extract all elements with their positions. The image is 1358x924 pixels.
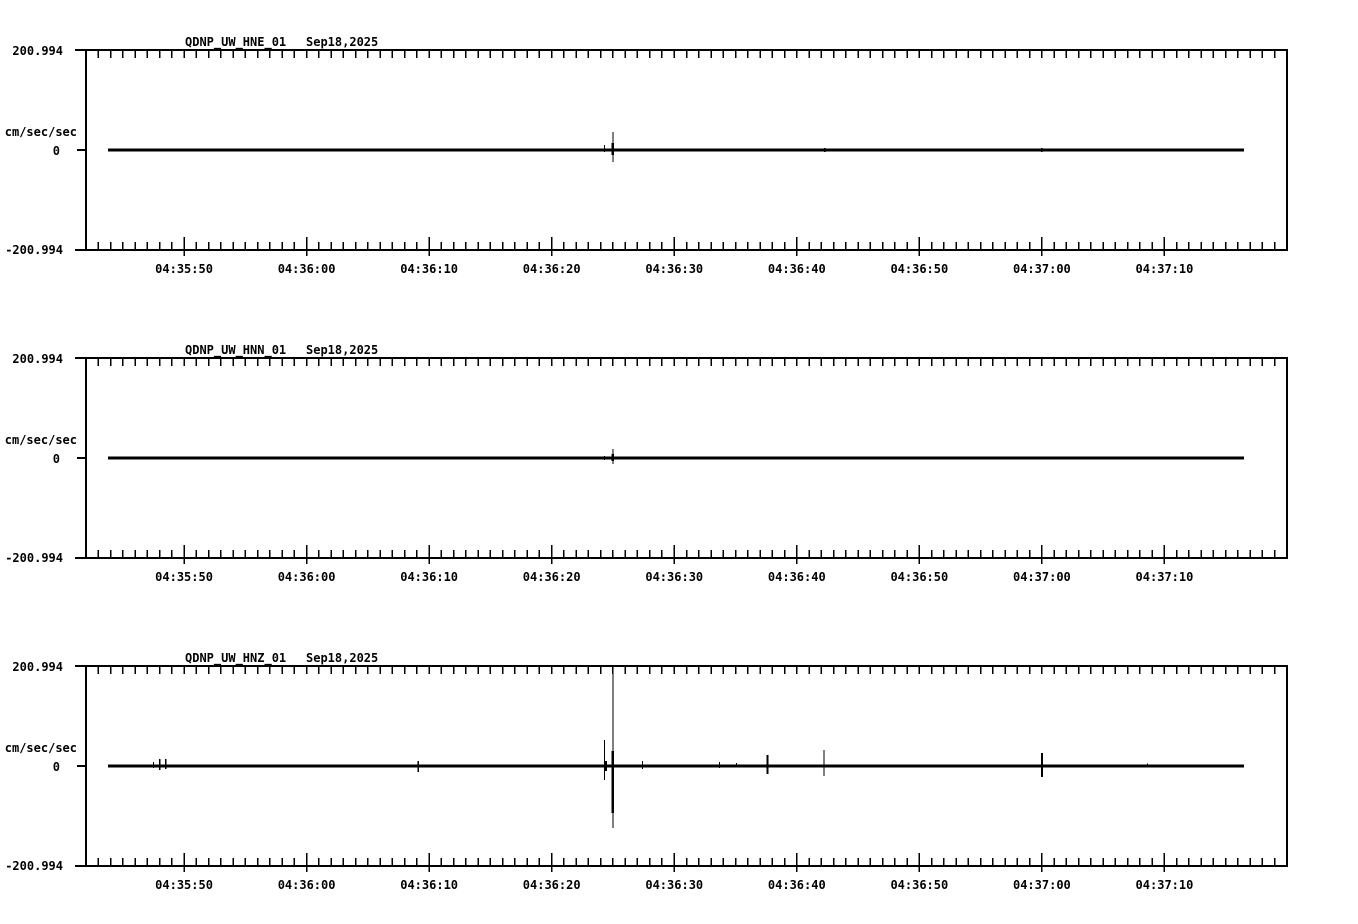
y-min-label: -200.994 (5, 859, 63, 873)
y-max-label: 200.994 (12, 660, 63, 674)
x-tick-label: 04:36:00 (278, 262, 336, 276)
seismogram-panel-hne: QDNP_UW_HNE_01 Sep18,2025 200.994 cm/sec… (5, 35, 1288, 276)
x-tick-label: 04:37:10 (1136, 262, 1194, 276)
y-units-label: cm/sec/sec (5, 741, 77, 755)
x-tick-label: 04:36:30 (645, 262, 703, 276)
seismogram-panel-hnn: QDNP_UW_HNN_01 Sep18,2025 200.994 cm/sec… (5, 343, 1288, 584)
x-tick-label: 04:36:20 (523, 262, 581, 276)
x-tick-label: 04:36:30 (645, 570, 703, 584)
x-tick-label: 04:36:40 (768, 878, 826, 892)
x-tick-label: 04:36:20 (523, 570, 581, 584)
x-tick-label: 04:37:00 (1013, 570, 1071, 584)
x-tick-label: 04:35:50 (155, 570, 213, 584)
x-tick-label: 04:36:50 (890, 878, 948, 892)
y-min-label: -200.994 (5, 551, 63, 565)
x-tick-label: 04:36:40 (768, 570, 826, 584)
y-max-label: 200.994 (12, 44, 63, 58)
x-tick-label: 04:36:50 (890, 262, 948, 276)
x-tick-label: 04:35:50 (155, 262, 213, 276)
y-zero-label: 0 (53, 144, 60, 158)
x-tick-label: 04:36:00 (278, 570, 336, 584)
y-zero-label: 0 (53, 760, 60, 774)
x-tick-label: 04:36:10 (400, 570, 458, 584)
y-units-label: cm/sec/sec (5, 433, 77, 447)
y-zero-label: 0 (53, 452, 60, 466)
y-min-label: -200.994 (5, 243, 63, 257)
x-tick-label: 04:36:10 (400, 262, 458, 276)
trace-date: Sep18,2025 (306, 651, 378, 665)
waveform-plot-hne: 04:35:50 04:36:00 04:36:10 04:36:20 04:36:30… (75, 49, 1288, 276)
x-tick-label: 04:37:00 (1013, 262, 1071, 276)
seismogram-panel-hnz: QDNP_UW_HNZ_01 Sep18,2025 200.994 cm/sec… (5, 651, 1288, 892)
x-tick-label: 04:36:40 (768, 262, 826, 276)
waveform-plot-hnn: 04:35:50 04:36:00 04:36:10 04:36:20 04:36:30… (75, 357, 1288, 584)
y-max-label: 200.994 (12, 352, 63, 366)
x-tick-label: 04:37:10 (1136, 878, 1194, 892)
x-tick-label: 04:36:20 (523, 878, 581, 892)
trace-title: QDNP_UW_HNE_01 (185, 35, 286, 50)
x-tick-label: 04:35:50 (155, 878, 213, 892)
x-tick-label: 04:36:00 (278, 878, 336, 892)
trace-date: Sep18,2025 (306, 343, 378, 357)
trace-date: Sep18,2025 (306, 35, 378, 49)
x-tick-label: 04:37:10 (1136, 570, 1194, 584)
x-tick-label: 04:36:10 (400, 878, 458, 892)
trace-title: QDNP_UW_HNN_01 (185, 343, 286, 358)
y-units-label: cm/sec/sec (5, 125, 77, 139)
waveform-plot-hnz: 04:35:50 04:36:00 04:36:10 04:36:20 04:36:30… (75, 665, 1288, 892)
x-tick-label: 04:37:00 (1013, 878, 1071, 892)
x-tick-label: 04:36:50 (890, 570, 948, 584)
x-tick-label: 04:36:30 (645, 878, 703, 892)
trace-title: QDNP_UW_HNZ_01 (185, 651, 286, 666)
